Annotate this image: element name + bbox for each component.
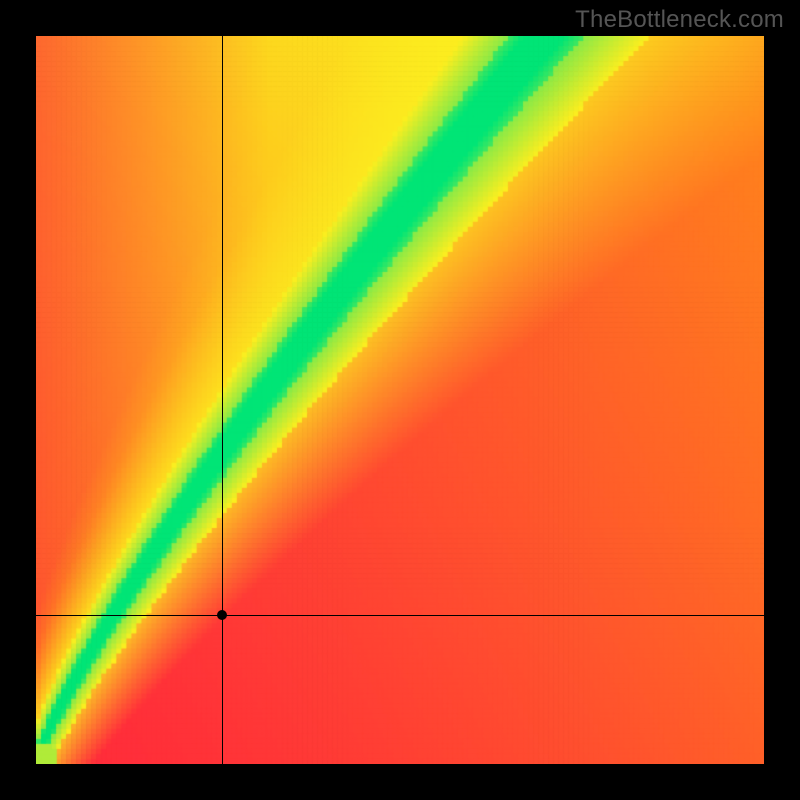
chart-container: TheBottleneck.com <box>0 0 800 800</box>
crosshair-vertical <box>222 36 223 764</box>
heatmap-canvas <box>36 36 764 764</box>
marker-dot <box>217 610 227 620</box>
plot-area <box>36 36 764 764</box>
watermark-text: TheBottleneck.com <box>575 6 784 34</box>
crosshair-horizontal <box>36 615 764 616</box>
